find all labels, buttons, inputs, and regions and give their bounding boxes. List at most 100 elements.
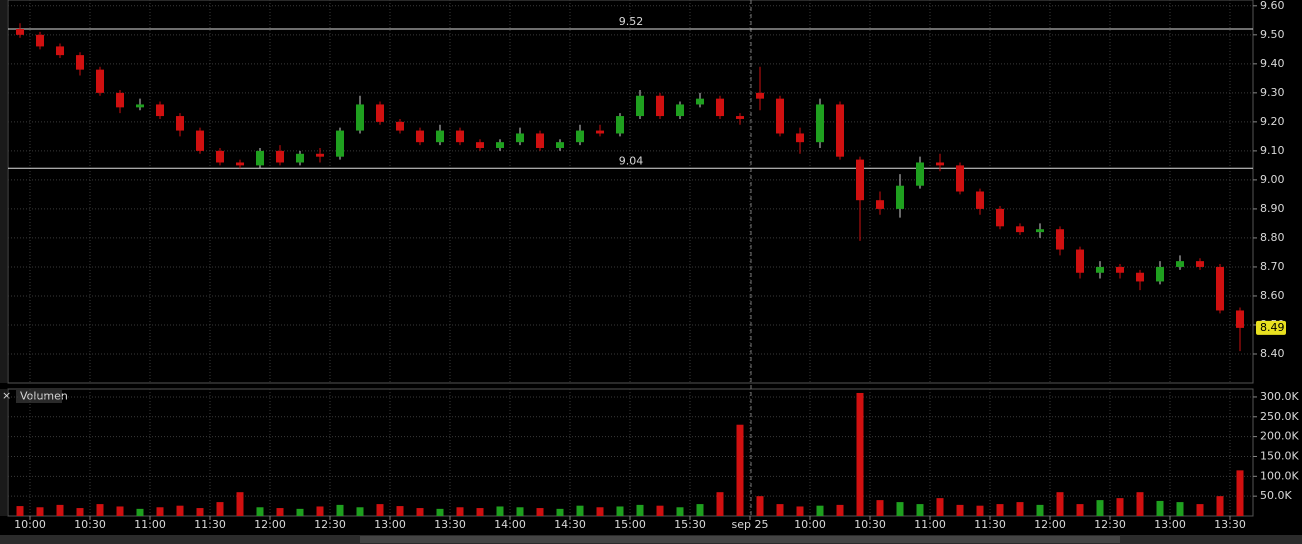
candle-body	[636, 95, 644, 117]
volume-bar	[296, 508, 304, 516]
candle-body	[1236, 310, 1244, 328]
volume-bar	[996, 504, 1004, 516]
candle-body	[1196, 261, 1204, 267]
candle-body	[376, 104, 384, 122]
last-price-label: 8.49	[1260, 321, 1285, 334]
y-tick-label: 8.40	[1260, 347, 1285, 360]
candle-body	[336, 130, 344, 157]
volume-bar	[196, 508, 204, 516]
volume-bar	[436, 508, 444, 516]
volume-bar	[1196, 504, 1204, 516]
candle-body	[396, 121, 404, 131]
candle-body	[476, 142, 484, 148]
x-tick-label: 15:00	[614, 518, 646, 531]
candle-body	[36, 34, 44, 47]
volume-bar	[1076, 504, 1084, 516]
volume-bar	[336, 504, 344, 516]
volume-bar	[856, 392, 864, 516]
candle-body	[236, 162, 244, 166]
volume-bar	[496, 506, 504, 516]
candle-body	[576, 130, 584, 143]
left-toolbar	[0, 0, 7, 383]
candle-body	[276, 150, 284, 163]
volume-bar	[1036, 504, 1044, 516]
candle-body	[116, 92, 124, 108]
marks: 10:00 10:30 11:00 11:30 12:00 12:30 13:00 13:30…	[8, 0, 1299, 531]
volume-bar	[156, 507, 164, 516]
volume-bar	[256, 507, 264, 516]
volume-bar	[56, 504, 64, 516]
scrollbar-thumb[interactable]	[360, 536, 1120, 543]
volume-bar	[1136, 492, 1144, 516]
candle-body	[656, 95, 664, 117]
volume-bar	[1176, 502, 1184, 516]
y-tick-label: 9.10	[1260, 144, 1285, 157]
candle-body	[1056, 229, 1064, 250]
candle-body	[796, 133, 804, 143]
x-tick-label: 11:00	[914, 518, 946, 531]
x-tick-label: 10:30	[74, 518, 106, 531]
candle-body	[76, 55, 84, 70]
reference-label: 9.52	[619, 15, 644, 28]
volume-bar	[456, 507, 464, 516]
y-tick-label: 9.40	[1260, 57, 1285, 70]
x-tick-label: 15:30	[674, 518, 706, 531]
last-price-box	[1256, 320, 1286, 335]
y-tick-label: 250.0K	[1260, 410, 1299, 423]
candle-body	[96, 69, 104, 93]
volume-bar	[276, 508, 284, 516]
volume-bar	[96, 504, 104, 516]
volume-bar	[416, 508, 424, 516]
volume-bar	[716, 492, 724, 516]
candle-body	[1216, 266, 1224, 311]
y-tick-label: 8.80	[1260, 231, 1285, 244]
volume-bar	[736, 424, 744, 516]
volume-bar	[536, 508, 544, 516]
candle-body	[776, 98, 784, 134]
volume-bar	[516, 507, 524, 516]
volume-bar	[136, 508, 144, 516]
x-tick-label: 10:00	[14, 518, 46, 531]
y-tick-label: 100.0K	[1260, 469, 1299, 482]
candle-body	[256, 150, 264, 166]
volume-bar	[476, 508, 484, 516]
candle-body	[1076, 249, 1084, 273]
candle-body	[156, 104, 164, 117]
candle-body	[716, 98, 724, 117]
volume-bar	[76, 508, 84, 516]
x-tick-label: 12:00	[1034, 518, 1066, 531]
volume-bar	[556, 508, 564, 516]
volume-bar	[116, 506, 124, 516]
x-tick-label: 11:30	[974, 518, 1006, 531]
volume-bar	[576, 505, 584, 516]
volume-bar	[376, 504, 384, 516]
close-icon[interactable]: ×	[2, 389, 11, 402]
x-tick-label: 13:00	[374, 518, 406, 531]
volume-bar	[676, 507, 684, 516]
candle-body	[416, 130, 424, 143]
x-tick-label: 10:30	[854, 518, 886, 531]
volume-label: Volumen	[20, 390, 68, 403]
candle-body	[756, 92, 764, 99]
y-tick-label: 8.90	[1260, 202, 1285, 215]
volume-bar	[1236, 470, 1244, 516]
volume-bar	[1056, 492, 1064, 516]
volume-bar	[596, 507, 604, 516]
candle-body	[1156, 266, 1164, 282]
volume-bar	[316, 506, 324, 516]
candle-body	[1036, 229, 1044, 233]
candle-body	[936, 162, 944, 166]
candle-body	[496, 142, 504, 148]
candle-body	[1016, 226, 1024, 233]
x-tick-label: 11:00	[134, 518, 166, 531]
candle-body	[516, 133, 524, 143]
volume-bar	[1016, 502, 1024, 516]
volume-bar	[696, 504, 704, 516]
candle-body	[856, 159, 864, 201]
candle-body	[1136, 272, 1144, 282]
y-tick-label: 8.60	[1260, 289, 1285, 302]
volume-bar	[756, 496, 764, 516]
candle-body	[456, 130, 464, 143]
